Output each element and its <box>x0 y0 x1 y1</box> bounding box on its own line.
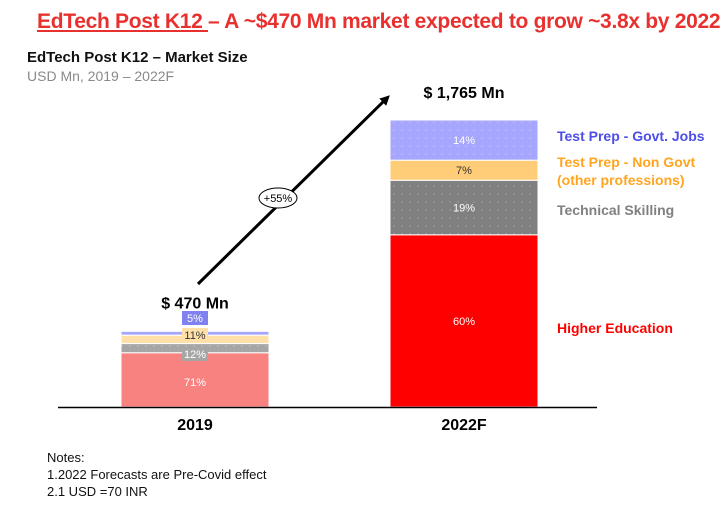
notes-heading: Notes: <box>47 450 85 465</box>
segment-label-bg <box>182 311 208 325</box>
legend-entry-3: Test Prep - Govt. Jobs <box>557 128 705 144</box>
legend-entry-0: Higher Education <box>557 320 673 336</box>
bar-segment-2019-0 <box>120 352 270 408</box>
title-underlined: EdTech Post K12 <box>37 10 209 33</box>
legend-entry-2: (other professions) <box>557 172 685 188</box>
note-item: 2.1 USD =70 INR <box>47 484 148 499</box>
chart-units: USD Mn, 2019 – 2022F <box>27 68 175 84</box>
legend-entry-1: Technical Skilling <box>557 202 674 218</box>
segment-label-2022F-3: 14% <box>453 135 475 147</box>
segment-label-bg <box>182 347 208 361</box>
segment-label-bg <box>182 328 208 342</box>
total-label-2022F: $ 1,765 Mn <box>424 85 505 102</box>
segment-label-2022F-2: 7% <box>456 165 472 177</box>
segment-label-2022F-0: 60% <box>453 316 475 328</box>
x-tick-label-2022F: 2022F <box>441 417 487 434</box>
growth-annotation: +55% <box>196 95 390 286</box>
segment-label-2022F-1: 19% <box>453 203 475 215</box>
bar-texture <box>390 120 538 161</box>
total-label-2019: $ 470 Mn <box>161 296 229 313</box>
x-tick-label-2019: 2019 <box>177 417 213 434</box>
segment-label-2019-1: 12% <box>184 349 206 361</box>
growth-bubble <box>258 187 298 209</box>
bar-segment-2022F-0 <box>389 234 539 408</box>
notes: Notes: 1.2022 Forecasts are Pre-Covid ef… <box>47 449 266 500</box>
title-rest: – A ~$470 Mn market expected to grow ~3.… <box>208 10 721 33</box>
note-item: 1.2022 Forecasts are Pre-Covid effect <box>47 467 267 482</box>
segment-label-2019-2: 11% <box>184 330 205 342</box>
legend-entry-2: Test Prep - Non Govt <box>557 154 696 170</box>
page-title: EdTech Post K12 – A ~$470 Mn market expe… <box>37 10 721 34</box>
growth-label: +55% <box>264 193 293 205</box>
chart-subtitle: EdTech Post K12 – Market Size <box>27 49 248 66</box>
segment-label-2019-0: 71% <box>184 377 206 389</box>
bar-texture <box>390 180 538 235</box>
segment-label-2019-3: 5% <box>187 313 203 325</box>
